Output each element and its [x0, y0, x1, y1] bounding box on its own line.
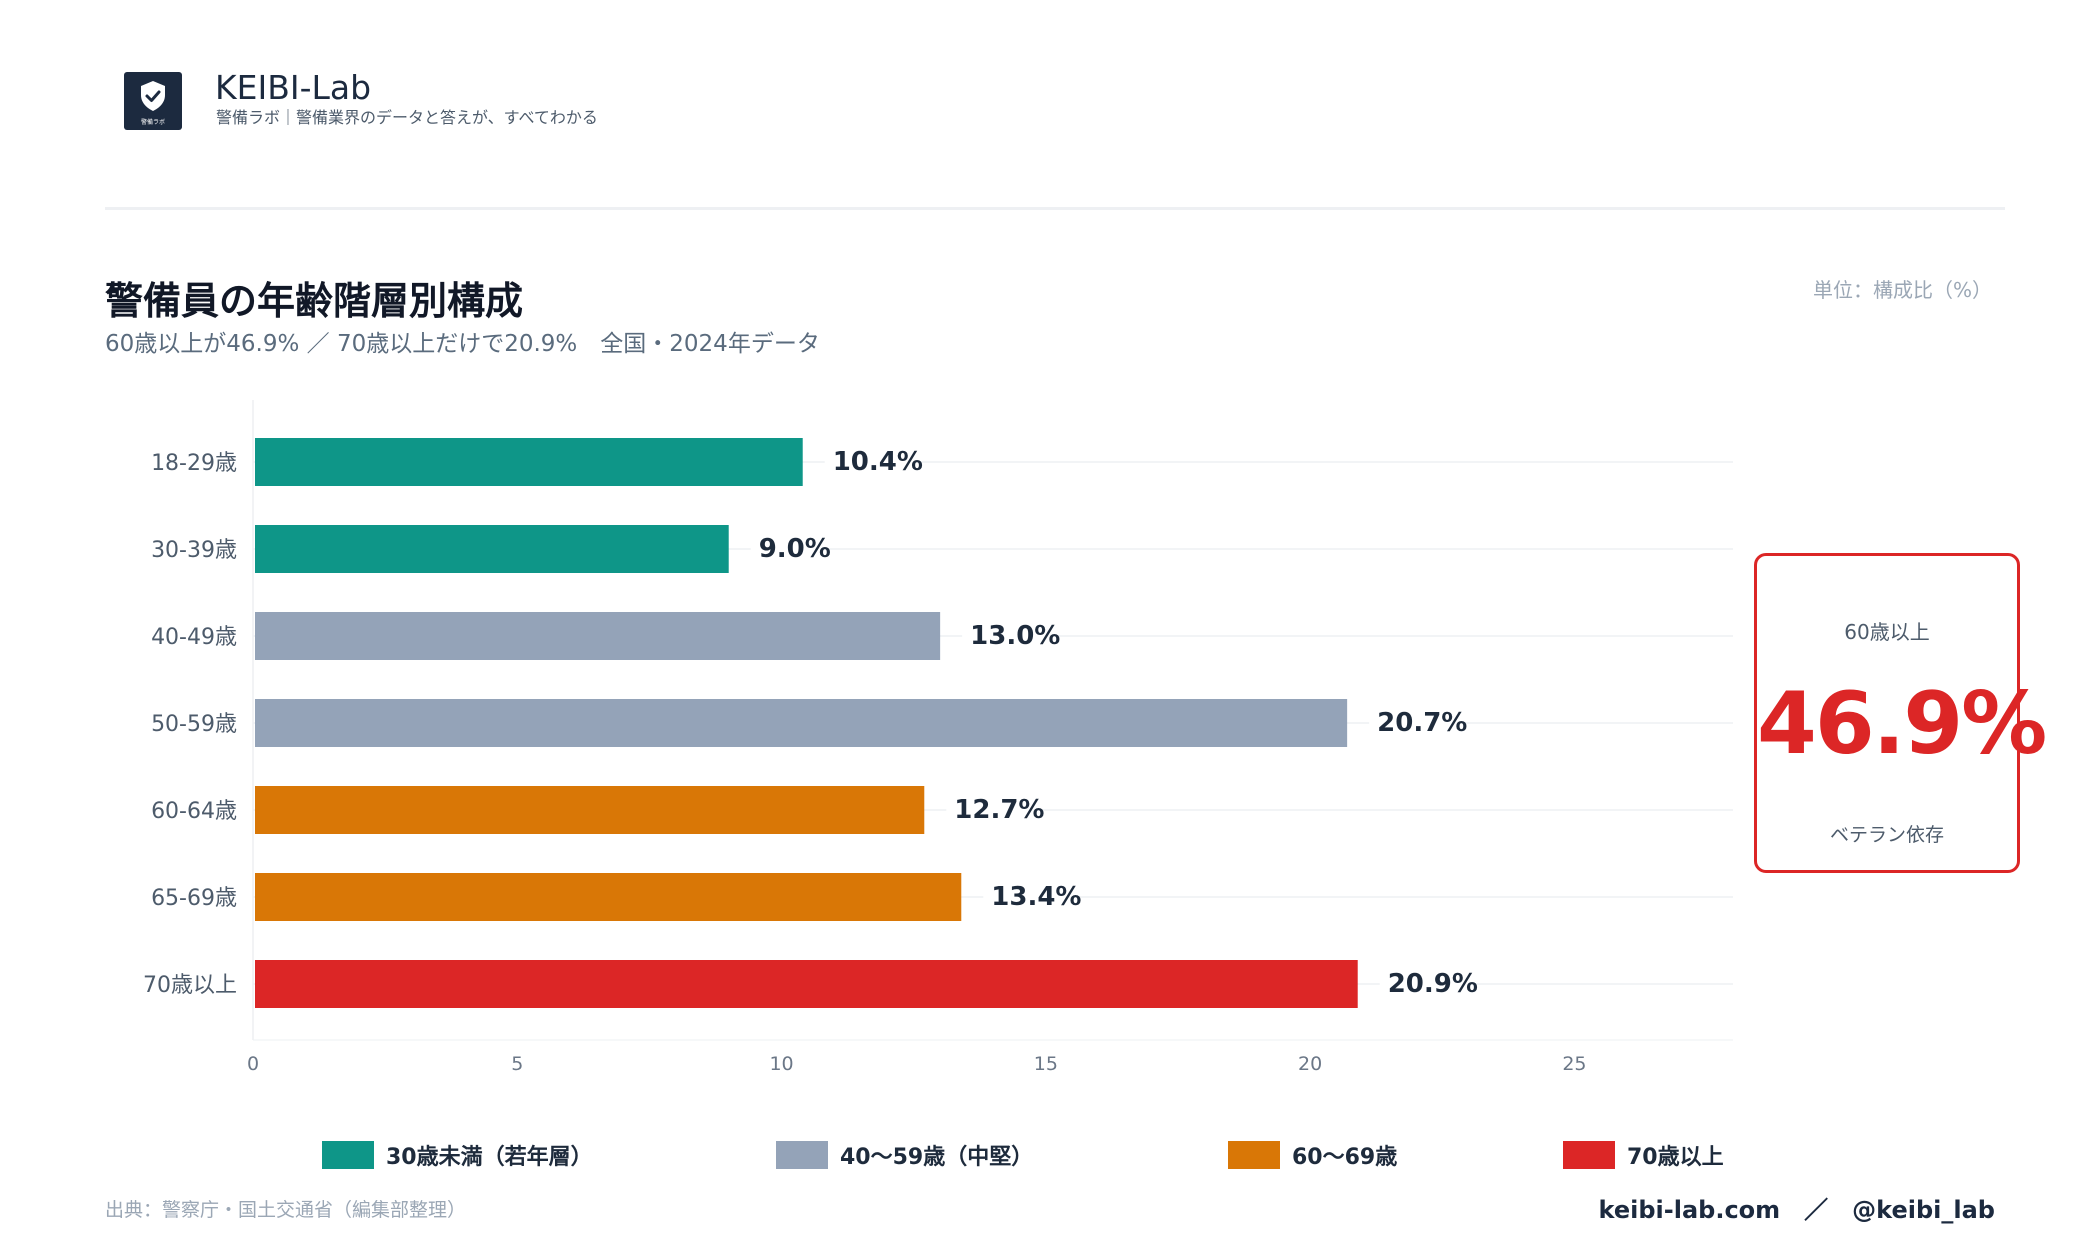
- kpi-value: 46.9%: [1757, 674, 2047, 774]
- legend-item: 40〜59歳（中堅）: [776, 1140, 1033, 1170]
- bar: [255, 612, 941, 660]
- value-label: 10.4%: [833, 447, 923, 477]
- legend-item: 30歳未満（若年層）: [322, 1140, 593, 1170]
- legend-label: 70歳以上: [1627, 1145, 1724, 1170]
- value-label-bg: [946, 794, 1038, 826]
- source-note: 出典：警察庁・国土交通省（編集部整理）: [105, 1199, 467, 1221]
- x-tick-label: 5: [511, 1053, 523, 1075]
- logo-caption: 警備ラボ: [140, 119, 165, 126]
- chart-title: 警備員の年齢階層別構成: [105, 279, 524, 323]
- shield-check-icon: [141, 81, 165, 111]
- category-label: 60-64歳: [151, 799, 237, 824]
- category-label: 70歳以上: [143, 973, 237, 998]
- value-label: 13.0%: [970, 621, 1060, 651]
- bar: [255, 786, 925, 834]
- legend-label: 60〜69歳: [1292, 1145, 1398, 1170]
- bar: [255, 438, 803, 486]
- value-label: 12.7%: [954, 795, 1044, 825]
- chart-legend: 30歳未満（若年層） 40〜59歳（中堅） 60〜69歳 70歳以上: [0, 1140, 2100, 1170]
- unit-label: 単位：構成比（%）: [1812, 278, 1992, 302]
- category-label: 18-29歳: [151, 451, 237, 476]
- category-label: 40-49歳: [151, 625, 237, 650]
- legend-swatch: [1563, 1141, 1615, 1169]
- kpi-caption: ベテラン依存: [1829, 824, 1944, 846]
- kpi-label: 60歳以上: [1844, 620, 1930, 644]
- bar: [255, 960, 1358, 1008]
- header-divider: [105, 207, 2005, 210]
- bar: [255, 873, 962, 921]
- value-label: 20.7%: [1377, 708, 1467, 738]
- x-tick-label: 20: [1298, 1053, 1322, 1075]
- x-tick-label: 0: [247, 1053, 259, 1075]
- chart-subtitle: 60歳以上が46.9% ／ 70歳以上だけで20.9% 全国・2024年データ: [105, 331, 820, 357]
- value-label-bg: [1369, 707, 1461, 739]
- legend-swatch: [776, 1141, 828, 1169]
- x-tick-label: 15: [1034, 1053, 1058, 1075]
- bar: [255, 525, 729, 573]
- kpi-card: 60歳以上 46.9% ベテラン依存: [1754, 553, 2047, 873]
- bar: [255, 699, 1348, 747]
- brand-logo: 警備ラボ: [124, 72, 182, 130]
- bar-chart: 18-29歳 10.4% 30-39歳 9.0% 40-49歳 13.0% 50-59歳 20…: [143, 400, 1733, 1075]
- brand-name: KEIBI-Lab: [215, 68, 372, 107]
- site-credit: keibi-lab.com ／ @keibi_lab: [1598, 1196, 1995, 1224]
- value-label-bg: [983, 881, 1075, 913]
- legend-label: 30歳未満（若年層）: [386, 1145, 593, 1170]
- category-label: 65-69歳: [151, 886, 237, 911]
- brand-tagline: 警備ラボ｜警備業界のデータと答えが、すべてわかる: [216, 108, 598, 127]
- legend-label: 40〜59歳（中堅）: [840, 1145, 1034, 1170]
- x-tick-label: 25: [1562, 1053, 1586, 1075]
- category-label: 50-59歳: [151, 712, 237, 737]
- value-label: 9.0%: [759, 534, 831, 564]
- legend-item: 70歳以上: [1563, 1140, 1724, 1170]
- legend-swatch: [322, 1141, 374, 1169]
- value-label-bg: [962, 620, 1054, 652]
- value-label: 20.9%: [1388, 969, 1478, 999]
- value-label-bg: [1379, 968, 1471, 1000]
- value-label: 13.4%: [991, 882, 1081, 912]
- legend-swatch: [1228, 1141, 1280, 1169]
- value-label-bg: [750, 533, 827, 565]
- category-label: 30-39歳: [151, 538, 237, 563]
- legend-item: 60〜69歳: [1228, 1140, 1397, 1170]
- x-tick-label: 10: [769, 1053, 793, 1075]
- value-label-bg: [824, 446, 916, 478]
